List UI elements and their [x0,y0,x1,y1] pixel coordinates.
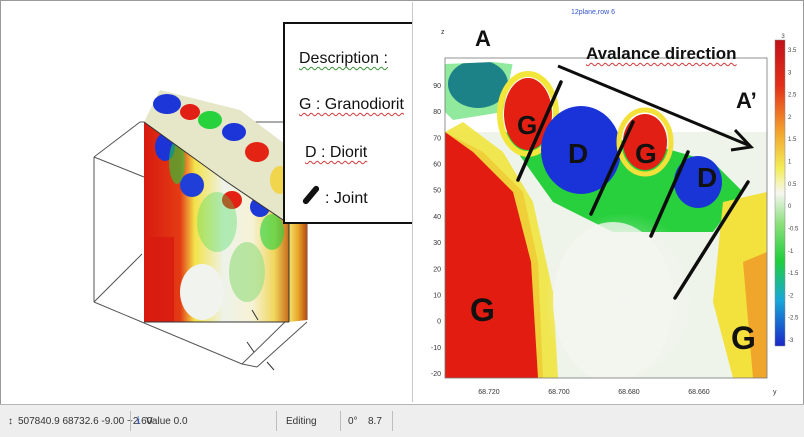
avalanche-direction-text: Avalance direction [586,44,737,63]
front-face-anomalies [144,133,284,322]
colorbar-tick-label: 3 [788,70,792,76]
y-tick-label: 68.660 [688,389,710,396]
rock-label-d2: D [697,162,718,193]
zoom-readout: 8.7 [368,416,382,427]
y-tick-label: 68.700 [548,389,570,396]
colorbar-tick-label: -3 [788,338,794,344]
z-tick-label: 20 [433,266,441,273]
status-bar: ↕ 507840.9 68732.6 -9.00 ~2.60 i Value 0… [0,404,804,437]
colorbar-tick-label: 0 [788,204,792,210]
z-tick-label: 50 [433,188,441,195]
rock-label-d1: D [568,138,589,169]
legend-box: Description : G : Granodiorit D : Diorit… [283,22,426,224]
z-axis-label: z [441,29,445,36]
info-icon: i [137,416,140,427]
z-tick-label: -10 [431,345,441,352]
point-a-label: A [475,26,491,51]
section-view-panel[interactable]: 3 3.5 3 2.5 2 1.5 1 0.5 0 -0.5 -1 -1.5 -2 -2.5 -3 90 80… [412,2,803,402]
colorbar-tick-label: -2.5 [788,316,799,322]
resistivity-section: 3 3.5 3 2.5 2 1.5 1 0.5 0 -0.5 -1 -1.5 -2 -2.5 -3 90 80… [431,9,799,396]
colorbar-tick-label: 2 [788,115,792,121]
z-tick-label: -20 [431,371,441,378]
y-axis-ticks: 68.720 68.700 68.680 68.660 [478,389,710,396]
z-axis-ticks: 90 80 70 60 50 40 30 20 10 0 -10 -20 [431,83,441,378]
legend-granodiorit: G : Granodiorit [299,96,404,114]
colorbar-tick-label: -2 [788,293,794,299]
section-image [445,58,767,378]
axis-ticks-3d [246,309,275,371]
y-tick-label: 68.720 [478,389,500,396]
section-title: 12plane,row 6 [571,9,615,16]
z-tick-label: 70 [433,135,441,142]
z-tick-label: 90 [433,83,441,90]
avalanche-direction-label: Avalance direction [586,44,737,64]
colorbar-tick-label: 1 [788,160,792,166]
colorbar-tick-label: 3.5 [788,48,797,54]
coordinates-readout: 507840.9 68732.6 -9.00 ~2.60 [18,416,153,427]
z-tick-label: 0 [437,319,441,326]
colorbar-tick-label: -1.5 [788,271,799,277]
z-tick-label: 40 [433,214,441,221]
legend-granodiorit-text: G : Granodiorit [299,96,404,113]
colorbar-tick-label: 0.5 [788,182,797,188]
joint-lines [516,80,750,300]
y-axis-label: y [773,389,777,396]
legend-title: Description : [299,50,388,67]
z-tick-label: 80 [433,109,441,116]
block-top-face [144,90,302,224]
coordinates-icon: ↕ [8,416,13,427]
colorbar-tick-label: -1 [788,249,794,255]
z-tick-label: 30 [433,240,441,247]
rock-label-g2: G [635,138,657,169]
colorbar [774,39,786,347]
y-tick-label: 68.680 [618,389,640,396]
3d-block-model [93,90,308,371]
colorbar-tick-label: 2.5 [788,93,797,99]
rock-label-g4: G [731,320,756,356]
legend-joint: : Joint [325,190,368,207]
colorbar-tick-label: -0.5 [788,226,799,232]
rock-label-g3: G [470,292,495,328]
z-tick-label: 10 [433,292,441,299]
point-a-prime-label: A’ [736,88,757,113]
value-readout: Value 0.0 [146,416,188,427]
colorbar-ticks: 3 3.5 3 2.5 2 1.5 1 0.5 0 -0.5 -1 -1.5 -2 -2.5 -3 [781,34,799,344]
mode-readout: Editing [286,416,317,427]
z-tick-label: 60 [433,162,441,169]
legend-diorit: D : Diorit [305,144,367,162]
colorbar-tick-label: 1.5 [788,137,797,143]
legend-diorit-text: D : Diorit [305,144,368,161]
angle-readout: 0° [348,416,358,427]
avalanche-arrow [557,64,755,152]
rock-label-g1: G [517,110,538,140]
colorbar-top-label: 3 [781,34,785,40]
